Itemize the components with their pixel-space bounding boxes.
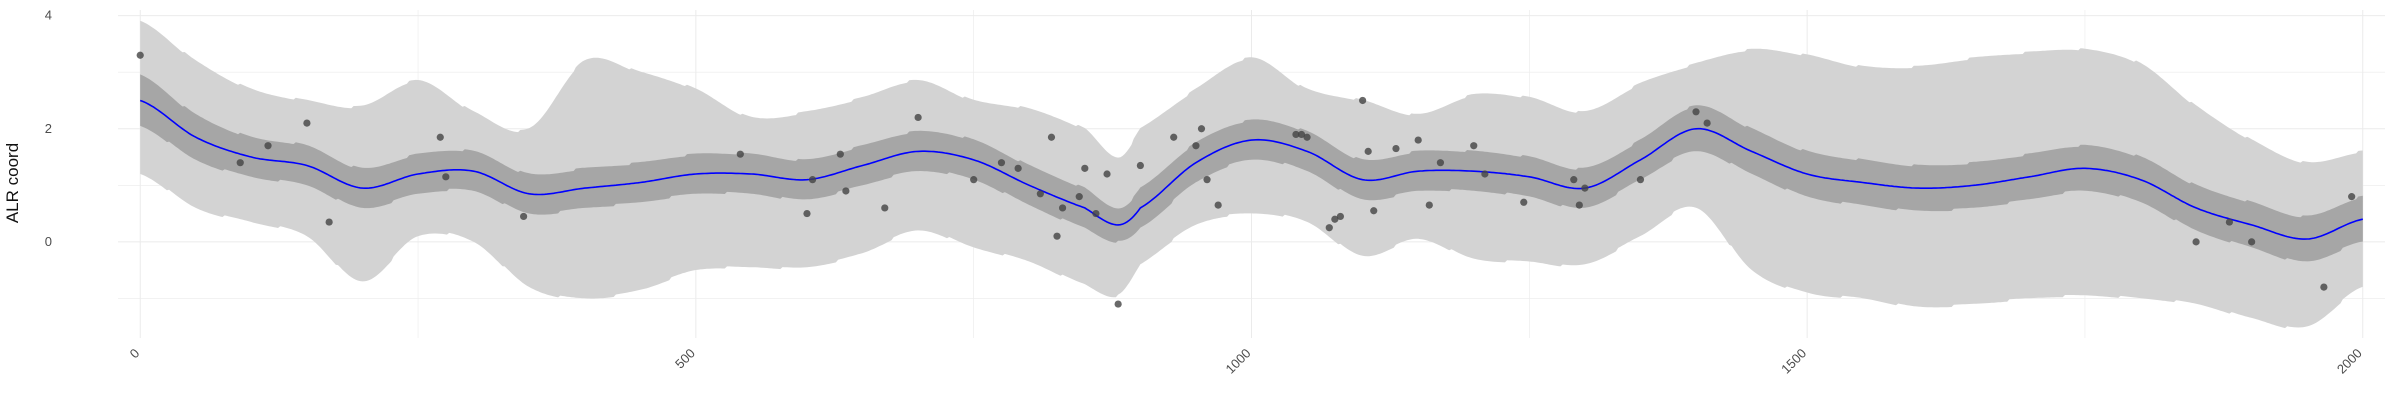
mean-line [139, 99, 2363, 240]
data-point [1520, 198, 1528, 206]
y-tick-label: 0 [45, 234, 52, 249]
x-tick-label: 0 [127, 346, 143, 362]
data-point [2320, 283, 2328, 291]
data-point [808, 176, 817, 184]
data-point [325, 218, 333, 226]
data-point [1392, 144, 1400, 153]
data-point [997, 159, 1006, 167]
data-point [1192, 142, 1200, 150]
data-point [1303, 133, 1311, 141]
data-point [1203, 176, 1211, 184]
data-point [842, 187, 850, 195]
x-tick-label: 2000 [2334, 346, 2365, 377]
data-point [2192, 238, 2200, 246]
data-point [303, 119, 311, 127]
outer-credible-band [140, 20, 2363, 329]
data-point [264, 142, 272, 150]
data-point [520, 212, 528, 221]
data-point [1014, 164, 1022, 172]
data-point [2348, 193, 2356, 201]
data-point [1331, 215, 1339, 223]
mean-line-layer [139, 99, 2363, 240]
data-point [1047, 133, 1056, 141]
data-point [1081, 164, 1089, 172]
data-point [803, 209, 811, 218]
y-axis-title: ALR coord [3, 143, 22, 223]
data-point [1481, 170, 1489, 178]
data-point [1325, 224, 1333, 232]
data-point [1575, 201, 1583, 209]
data-point [1336, 212, 1345, 221]
data-point [1359, 96, 1367, 105]
data-point [881, 204, 889, 212]
data-point [442, 173, 450, 181]
y-tick-label: 2 [45, 121, 52, 136]
data-point [1053, 232, 1061, 240]
inner-credible-band [140, 74, 2363, 262]
data-point [1075, 193, 1083, 201]
data-point [914, 113, 922, 122]
data-point [1581, 184, 1589, 192]
data-point [1436, 159, 1445, 167]
data-point [1170, 133, 1178, 141]
x-tick-label: 1500 [1778, 346, 1809, 377]
data-point [1092, 209, 1100, 218]
data-point [2225, 218, 2234, 226]
data-point [236, 159, 244, 167]
data-point [836, 150, 844, 158]
data-point [1470, 142, 1478, 150]
data-point [1370, 207, 1378, 215]
data-point [1692, 108, 1700, 116]
data-point [1425, 201, 1433, 209]
data-point [1103, 170, 1111, 178]
data-point [1297, 130, 1306, 139]
data-point [136, 51, 144, 59]
data-point [736, 150, 744, 158]
y-tick-label: 4 [45, 8, 52, 23]
data-point [1703, 119, 1711, 127]
data-point [1414, 136, 1422, 144]
data-point [1292, 130, 1300, 139]
data-point [1570, 176, 1578, 184]
uncertainty-bands [140, 20, 2363, 329]
data-point [1114, 300, 1122, 308]
data-point [1058, 204, 1067, 212]
observation-points [136, 51, 2356, 308]
data-point [1136, 161, 1144, 170]
data-point [970, 176, 978, 184]
x-tick-label: 500 [672, 346, 698, 372]
data-point [436, 133, 444, 141]
data-point [1036, 190, 1044, 198]
x-tick-label: 1000 [1223, 346, 1254, 377]
data-point [2248, 238, 2256, 246]
data-point [1364, 147, 1372, 155]
data-point [1636, 176, 1645, 184]
data-point [1197, 125, 1206, 133]
data-point [1214, 201, 1222, 209]
